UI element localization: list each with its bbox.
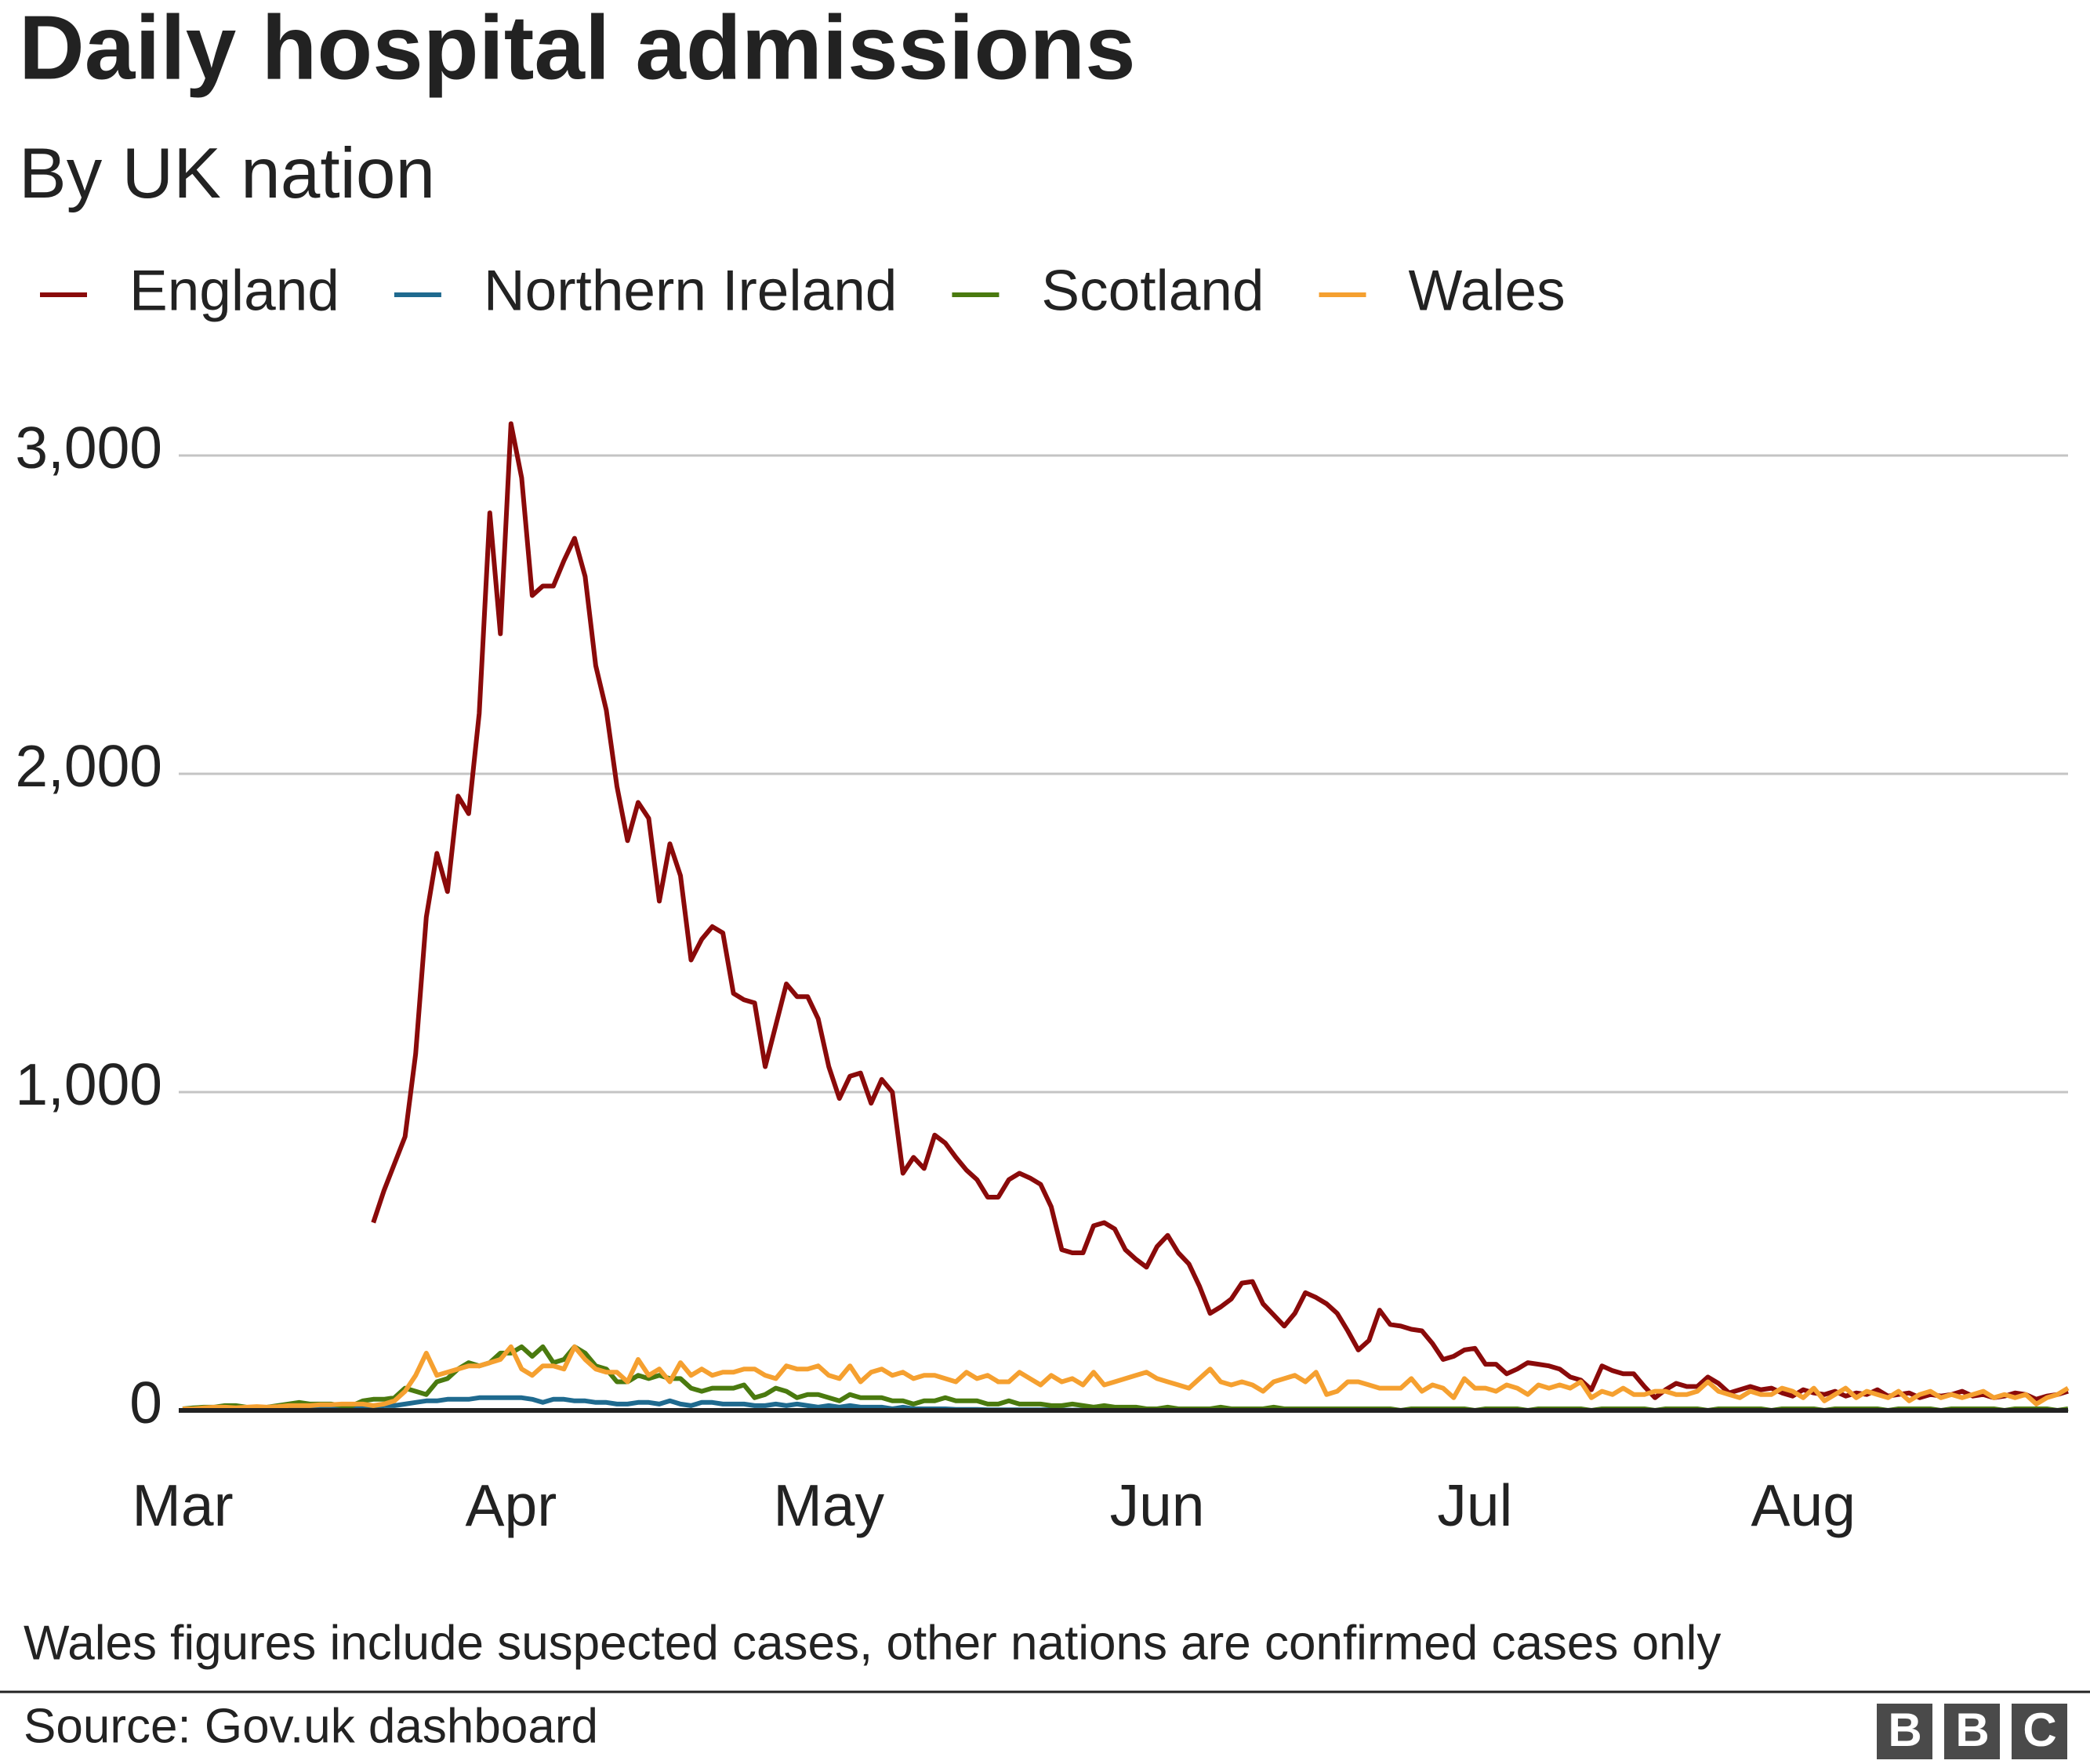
series-line <box>371 421 2069 1402</box>
legend-label: England <box>129 259 339 322</box>
grid <box>179 454 2068 1094</box>
logo-text: BBC <box>1888 1704 2056 1756</box>
axes: 0 1,000 2,000 3,000 Mar Apr May Jun Jul Aug <box>15 415 2068 1538</box>
chart-source: Source: Gov.uk dashboard <box>24 1699 598 1753</box>
x-tick-label: Jul <box>1437 1472 1512 1538</box>
x-tick-label: Mar <box>132 1472 233 1538</box>
y-tick-label: 3,000 <box>15 415 162 481</box>
x-tick-label: Aug <box>1751 1472 1855 1538</box>
y-tick-label: 1,000 <box>15 1051 162 1117</box>
legend-label: Scotland <box>1041 259 1264 322</box>
legend-label: Northern Ireland <box>484 259 898 322</box>
x-tick-label: May <box>773 1472 884 1538</box>
logo: BBC <box>1877 1704 2067 1759</box>
logo-box <box>1877 1704 1932 1759</box>
x-tick-label: Jun <box>1110 1472 1205 1538</box>
series-line <box>183 1344 2070 1411</box>
logo-box <box>1944 1704 2000 1759</box>
x-tick-label: Apr <box>465 1472 557 1538</box>
plot-lines <box>182 421 2070 1413</box>
chart-title: Daily hospital admissions <box>19 0 1136 99</box>
y-tick-label: 2,000 <box>15 733 162 799</box>
y-tick-label: 0 <box>129 1370 162 1436</box>
chart-subtitle: By UK nation <box>19 134 435 213</box>
logo-box <box>2012 1704 2067 1759</box>
legend: England Northern Ireland Scotland Wales <box>40 259 1566 322</box>
chart-note: Wales figures include suspected cases, o… <box>24 1616 1721 1670</box>
legend-label: Wales <box>1409 259 1566 322</box>
